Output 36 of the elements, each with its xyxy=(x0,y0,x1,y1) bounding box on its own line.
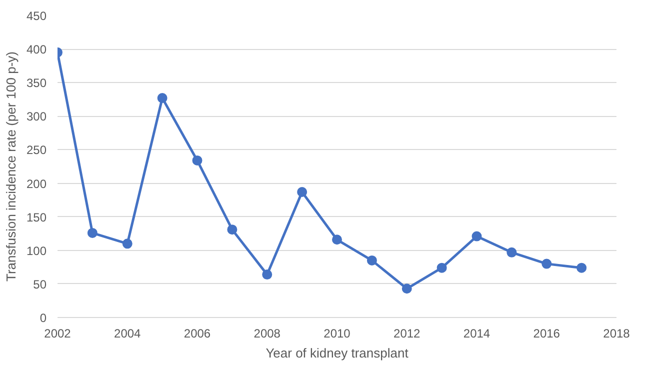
point xyxy=(436,262,447,273)
point xyxy=(122,238,132,249)
point xyxy=(297,187,308,197)
y-tick-label: 0 xyxy=(40,311,47,325)
y-tick-label: 50 xyxy=(33,277,47,292)
y-tick-label: 100 xyxy=(26,244,47,258)
y-tick-label: 150 xyxy=(26,210,47,224)
y-tick-label: 250 xyxy=(26,143,47,158)
x-tick-label: 2016 xyxy=(533,326,560,340)
y-tick-label: 350 xyxy=(26,76,47,90)
point xyxy=(472,231,482,242)
y-tick-label: 400 xyxy=(26,42,47,57)
point xyxy=(402,284,412,294)
y-tick-label: 450 xyxy=(26,9,47,23)
point xyxy=(227,224,238,235)
x-tick-label: 2012 xyxy=(394,326,421,340)
x-tick-label: 2006 xyxy=(184,326,211,340)
x-tick-label: 2018 xyxy=(603,326,630,340)
point xyxy=(87,228,98,238)
x-tick-label: 2008 xyxy=(254,326,281,340)
x-tick-label: 2004 xyxy=(114,326,142,340)
point xyxy=(366,255,377,266)
x-tick-label: 2014 xyxy=(463,326,490,340)
x-tick-label: 2002 xyxy=(44,326,72,340)
point xyxy=(192,155,202,166)
point xyxy=(542,258,552,269)
y-tick-label: 300 xyxy=(26,110,47,124)
point xyxy=(332,234,342,245)
x-tick-label: 2010 xyxy=(324,326,351,340)
point xyxy=(157,93,168,104)
point xyxy=(576,262,587,273)
y-tick-label: 200 xyxy=(26,176,47,191)
point xyxy=(506,247,517,258)
x-axis-title: Year of kidney transplant xyxy=(266,346,409,360)
point xyxy=(262,270,272,280)
y-axis-title: Transfusion incidence rate (per 100 p-y) xyxy=(3,51,18,282)
